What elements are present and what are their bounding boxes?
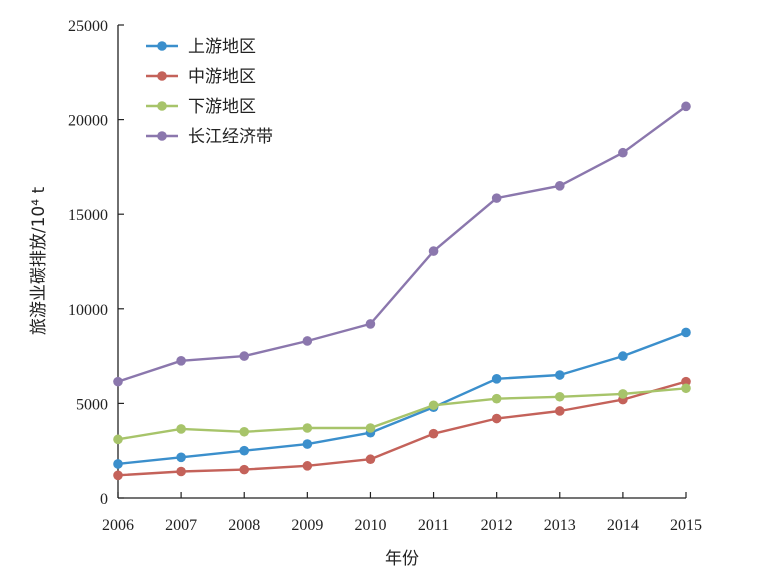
data-point bbox=[554, 370, 565, 380]
data-point bbox=[239, 426, 250, 437]
data-point bbox=[491, 393, 502, 404]
data-point bbox=[365, 319, 376, 329]
data-point bbox=[554, 181, 565, 191]
data-point bbox=[618, 351, 628, 361]
data-point bbox=[554, 406, 565, 416]
legend-marker bbox=[157, 101, 167, 111]
x-tick-label: 2008 bbox=[228, 517, 260, 534]
series-line bbox=[117, 105, 687, 383]
data-point bbox=[176, 466, 186, 477]
legend-label: 中游地区 bbox=[188, 67, 256, 87]
x-tick-label: 2007 bbox=[165, 517, 197, 534]
x-tick-label: 2012 bbox=[481, 517, 513, 534]
data-point bbox=[491, 374, 502, 384]
data-point bbox=[113, 434, 123, 445]
data-point bbox=[428, 428, 439, 439]
data-point bbox=[113, 470, 123, 481]
data-point bbox=[302, 423, 313, 433]
legend-item: 中游地区 bbox=[146, 67, 256, 87]
legend-marker bbox=[157, 41, 167, 51]
legend-label: 下游地区 bbox=[188, 97, 256, 117]
series-line bbox=[117, 387, 687, 441]
y-tick-label: 10000 bbox=[68, 302, 108, 319]
data-point bbox=[113, 376, 123, 387]
x-tick-label: 2013 bbox=[544, 517, 576, 534]
data-point bbox=[428, 246, 439, 256]
data-point bbox=[302, 439, 313, 449]
series-4 bbox=[113, 101, 691, 387]
x-tick-label: 2006 bbox=[102, 517, 134, 534]
legend-label: 上游地区 bbox=[188, 37, 256, 57]
y-tick-label: 25000 bbox=[68, 18, 108, 35]
x-axis-title: 年份 bbox=[385, 549, 419, 569]
y-tick-label: 20000 bbox=[68, 113, 108, 130]
data-point bbox=[239, 464, 250, 475]
data-point bbox=[365, 423, 376, 433]
series-layer bbox=[113, 101, 691, 481]
data-point bbox=[302, 461, 313, 471]
y-ticks: 0 5000 10000 15000 20000 25000 bbox=[68, 18, 124, 508]
x-ticks: 2006 2007 2008 2009 2010 2011 2012 2013 2014 2015 bbox=[102, 492, 702, 534]
data-point bbox=[618, 389, 628, 399]
legend-item: 下游地区 bbox=[146, 97, 256, 117]
data-point bbox=[176, 356, 186, 366]
series-3 bbox=[113, 383, 691, 445]
legend-label: 长江经济带 bbox=[188, 127, 273, 147]
legend-item: 上游地区 bbox=[146, 37, 256, 57]
data-point bbox=[239, 351, 250, 361]
series-line bbox=[117, 331, 687, 466]
y-tick-label: 0 bbox=[100, 491, 108, 508]
data-point bbox=[113, 459, 123, 469]
data-point bbox=[681, 327, 691, 338]
data-point bbox=[681, 383, 691, 394]
y-axis-title: 旅游业碳排放/10⁴ t bbox=[29, 187, 49, 336]
axes bbox=[117, 25, 686, 499]
data-point bbox=[176, 424, 186, 434]
x-tick-label: 2014 bbox=[607, 517, 639, 534]
data-point bbox=[491, 193, 502, 203]
series-2 bbox=[113, 376, 691, 481]
legend-marker bbox=[157, 71, 167, 81]
x-tick-label: 2010 bbox=[354, 517, 386, 534]
data-point bbox=[239, 445, 250, 456]
x-tick-label: 2011 bbox=[418, 517, 449, 534]
data-point bbox=[681, 376, 691, 387]
data-point bbox=[618, 147, 628, 158]
x-tick-label: 2015 bbox=[670, 517, 702, 534]
data-point bbox=[491, 413, 502, 424]
data-point bbox=[365, 454, 376, 465]
data-point bbox=[302, 336, 313, 346]
legend-item: 长江经济带 bbox=[146, 127, 273, 147]
data-point bbox=[428, 400, 439, 411]
data-point bbox=[176, 452, 186, 463]
y-tick-label: 5000 bbox=[76, 396, 108, 413]
y-tick-label: 15000 bbox=[68, 207, 108, 224]
series-line bbox=[117, 380, 687, 477]
data-point bbox=[681, 101, 691, 112]
data-point bbox=[554, 391, 565, 402]
legend-marker bbox=[157, 131, 167, 141]
x-tick-label: 2009 bbox=[291, 517, 323, 534]
